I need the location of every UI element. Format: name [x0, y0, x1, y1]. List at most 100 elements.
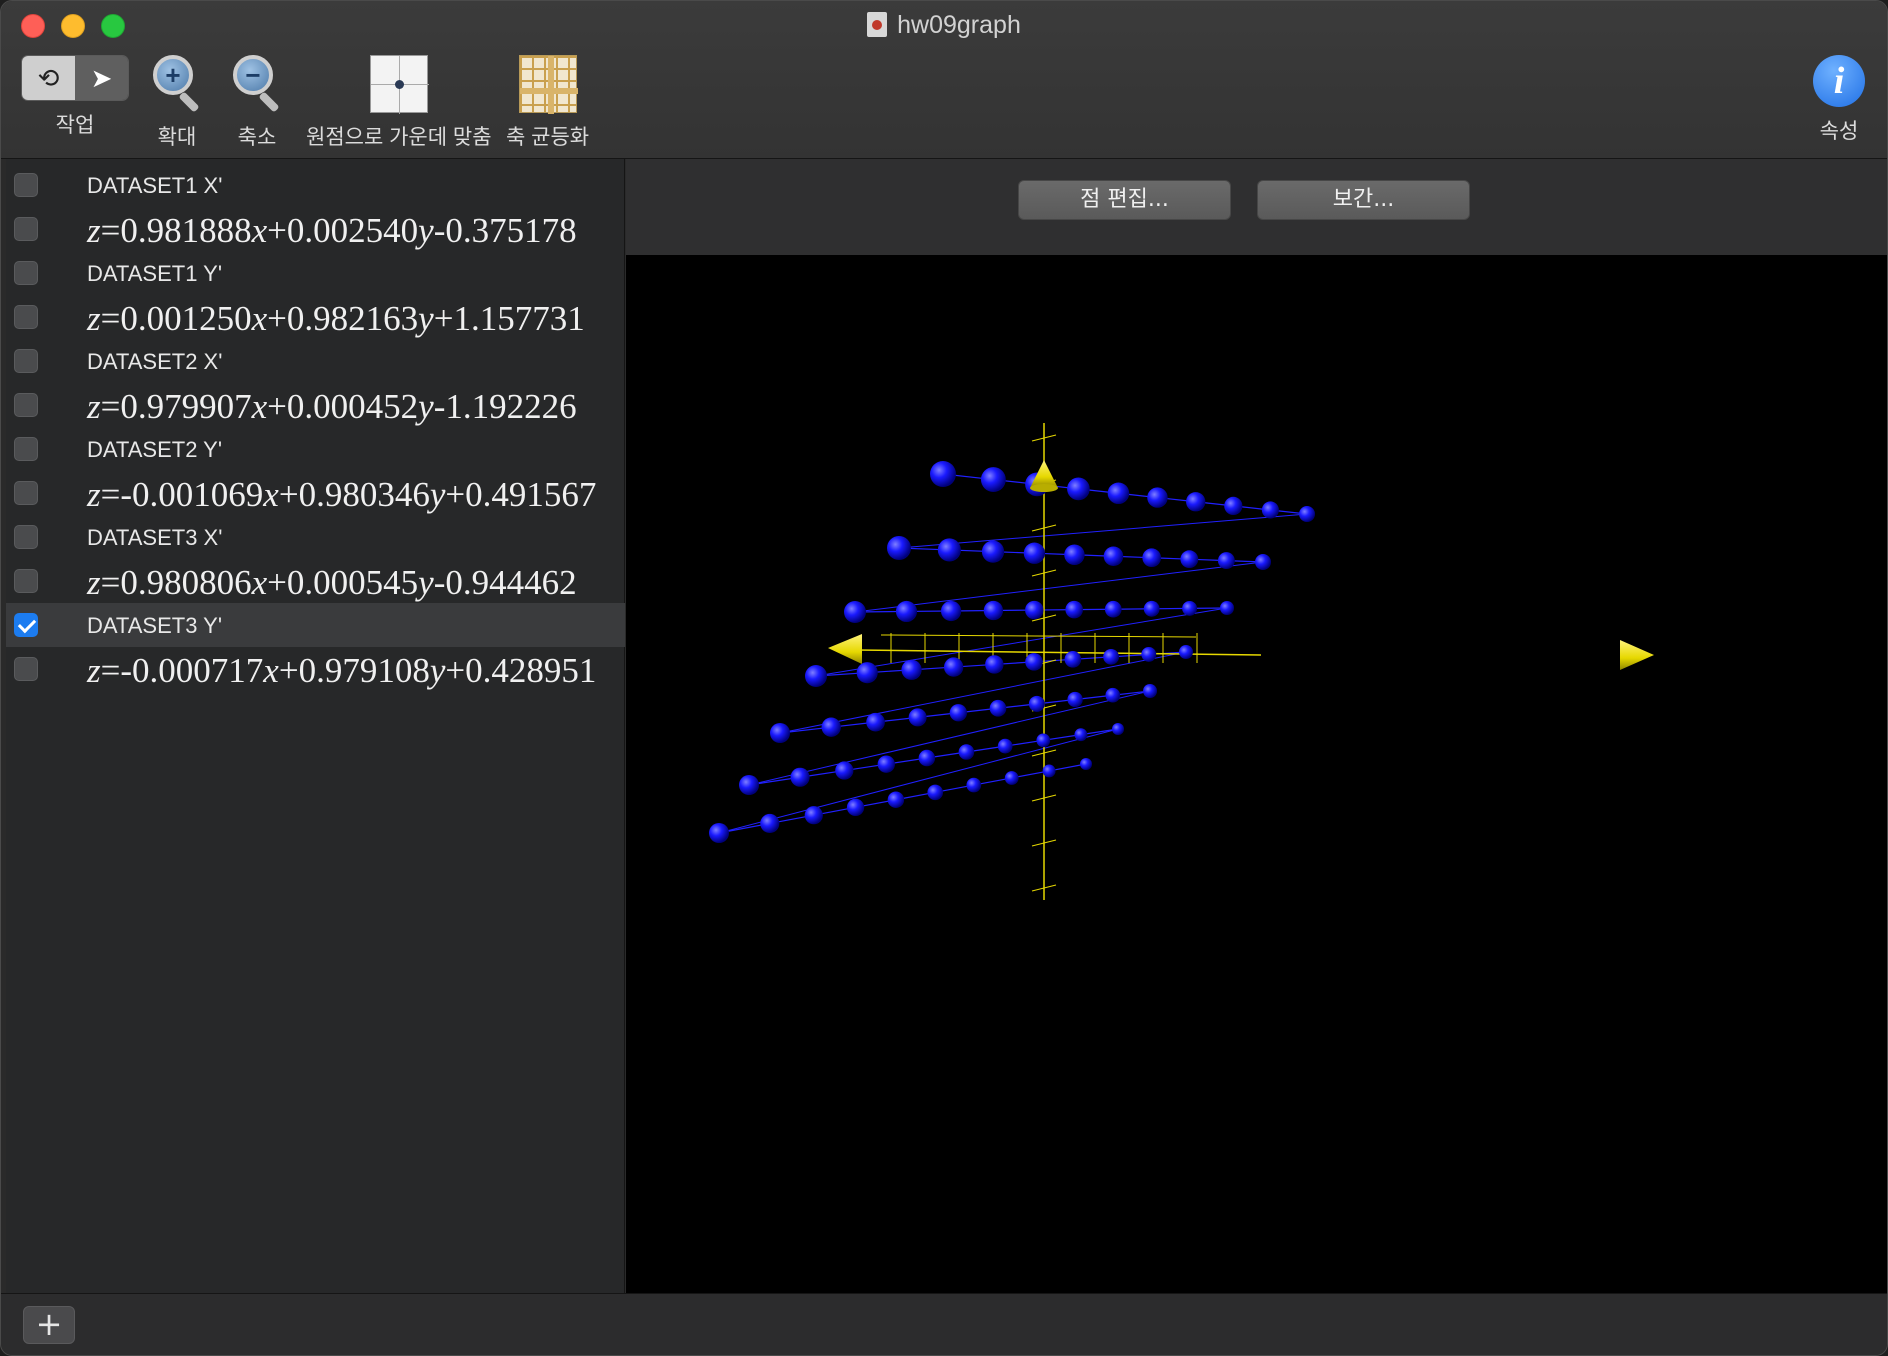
close-window-button[interactable] — [21, 14, 45, 38]
dataset-checkbox[interactable] — [14, 437, 38, 461]
x-axis-arrow-right — [1620, 640, 1654, 670]
minimize-window-button[interactable] — [61, 14, 85, 38]
row-line — [718, 763, 1087, 834]
equation-checkbox[interactable] — [14, 569, 38, 593]
connector-line — [779, 651, 1187, 734]
data-point — [770, 723, 790, 743]
equation-checkbox[interactable] — [14, 217, 38, 241]
data-point — [1147, 487, 1168, 508]
data-point — [1217, 552, 1235, 570]
equation-row[interactable]: z=-0.001069x+0.980346y+0.491567 — [6, 471, 625, 515]
dataset-row[interactable]: DATASET1 Y' — [6, 251, 625, 295]
data-point — [1074, 728, 1088, 742]
data-point — [1141, 646, 1157, 662]
row-line — [854, 607, 1228, 613]
row-line — [898, 547, 1264, 563]
data-point — [940, 600, 962, 622]
equation-checkbox[interactable] — [14, 393, 38, 417]
dataset-checkbox-checked[interactable] — [14, 613, 38, 637]
properties-button[interactable]: i 속성 — [1813, 55, 1865, 145]
data-point — [1067, 691, 1083, 708]
bottom-bar: + — [1, 1293, 1887, 1355]
info-icon: i — [1813, 55, 1865, 107]
data-point — [1112, 723, 1124, 735]
edit-points-button[interactable]: 점 편집... — [1018, 180, 1231, 220]
data-point — [1028, 695, 1045, 712]
equation-checkbox[interactable] — [14, 305, 38, 329]
data-point — [1042, 764, 1056, 778]
dataset-equation: z=0.981888x+0.002540y-0.375178 — [87, 211, 577, 250]
pointer-icon[interactable]: ➤ — [75, 56, 128, 100]
dataset-row[interactable]: DATASET3 X' — [6, 515, 625, 559]
dataset-row[interactable]: DATASET2 Y' — [6, 427, 625, 471]
data-point — [918, 749, 936, 767]
data-point — [1025, 653, 1043, 671]
row-line — [942, 473, 1308, 515]
data-point — [980, 467, 1006, 492]
dataset-name: DATASET1 X' — [87, 173, 223, 198]
equation-row[interactable]: z=0.979907x+0.000452y-1.192226 — [6, 383, 625, 427]
data-point — [949, 704, 968, 722]
equation-row[interactable]: z=-0.000717x+0.979108y+0.428951 — [6, 647, 625, 691]
data-point — [1067, 477, 1090, 501]
action-tool[interactable]: ⟲ ➤ 작업 — [21, 55, 129, 139]
data-point — [1179, 645, 1193, 659]
zoom-out-button[interactable]: − 축소 — [231, 55, 283, 151]
data-point — [958, 744, 975, 760]
z-tick — [1031, 794, 1057, 802]
rotate-icon[interactable]: ⟲ — [22, 56, 75, 100]
graph-view-3d[interactable] — [626, 255, 1888, 1293]
data-point — [1143, 600, 1160, 617]
toolbar: hw09graph ⟲ ➤ 작업 + 확대 − 축소 원점으로 가운데 맞춤 — [1, 1, 1887, 159]
add-dataset-button[interactable]: + — [23, 1306, 75, 1344]
data-point — [760, 813, 780, 834]
z-tick — [1031, 524, 1057, 532]
dataset-checkbox[interactable] — [14, 173, 38, 197]
data-point — [1025, 600, 1044, 620]
dataset-row[interactable]: DATASET1 X' — [6, 163, 625, 207]
data-point — [981, 540, 1005, 563]
data-point — [983, 600, 1004, 621]
dataset-checkbox[interactable] — [14, 525, 38, 549]
dataset-checkbox[interactable] — [14, 349, 38, 373]
dataset-row[interactable]: DATASET2 X' — [6, 339, 625, 383]
graph-canvas[interactable] — [626, 255, 1888, 1293]
equation-row[interactable]: z=0.980806x+0.000545y-0.944462 — [6, 559, 625, 603]
dataset-row-selected[interactable]: DATASET3 Y' — [6, 603, 625, 647]
x-axis-arrow-left — [828, 634, 862, 664]
dataset-name: DATASET3 Y' — [87, 613, 223, 638]
data-point — [1261, 501, 1279, 519]
dataset-checkbox[interactable] — [14, 261, 38, 285]
z-tick — [1031, 884, 1057, 892]
action-label: 작업 — [55, 114, 95, 137]
data-point — [790, 767, 810, 787]
data-point — [1023, 542, 1046, 564]
data-point — [943, 657, 964, 677]
data-point — [908, 708, 927, 727]
data-point — [739, 775, 759, 795]
equalize-axes-button[interactable]: 축 균등화 — [506, 55, 589, 151]
data-point — [709, 823, 729, 843]
data-point — [1224, 496, 1243, 516]
data-point — [901, 659, 922, 680]
data-point — [1064, 544, 1085, 565]
interpolate-button[interactable]: 보간... — [1257, 180, 1470, 220]
action-segmented-control[interactable]: ⟲ ➤ — [21, 55, 129, 101]
row-line — [748, 728, 1119, 786]
equation-checkbox[interactable] — [14, 481, 38, 505]
equation-checkbox[interactable] — [14, 657, 38, 681]
maximize-window-button[interactable] — [101, 14, 125, 38]
data-point — [1255, 554, 1271, 570]
zoom-in-button[interactable]: + 확대 — [151, 55, 203, 151]
dataset-name: DATASET3 X' — [87, 525, 223, 550]
data-point — [1182, 600, 1198, 616]
row-line — [779, 690, 1151, 734]
equation-row[interactable]: z=0.001250x+0.982163y+1.157731 — [6, 295, 625, 339]
data-point — [804, 806, 823, 825]
center-origin-button[interactable]: 원점으로 가운데 맞춤 — [306, 55, 492, 151]
graph-controls: 점 편집... 보간... — [626, 159, 1887, 255]
equation-row[interactable]: z=0.981888x+0.002540y-0.375178 — [6, 207, 625, 251]
data-point — [844, 601, 866, 623]
data-point — [887, 536, 911, 560]
data-point — [866, 712, 885, 732]
